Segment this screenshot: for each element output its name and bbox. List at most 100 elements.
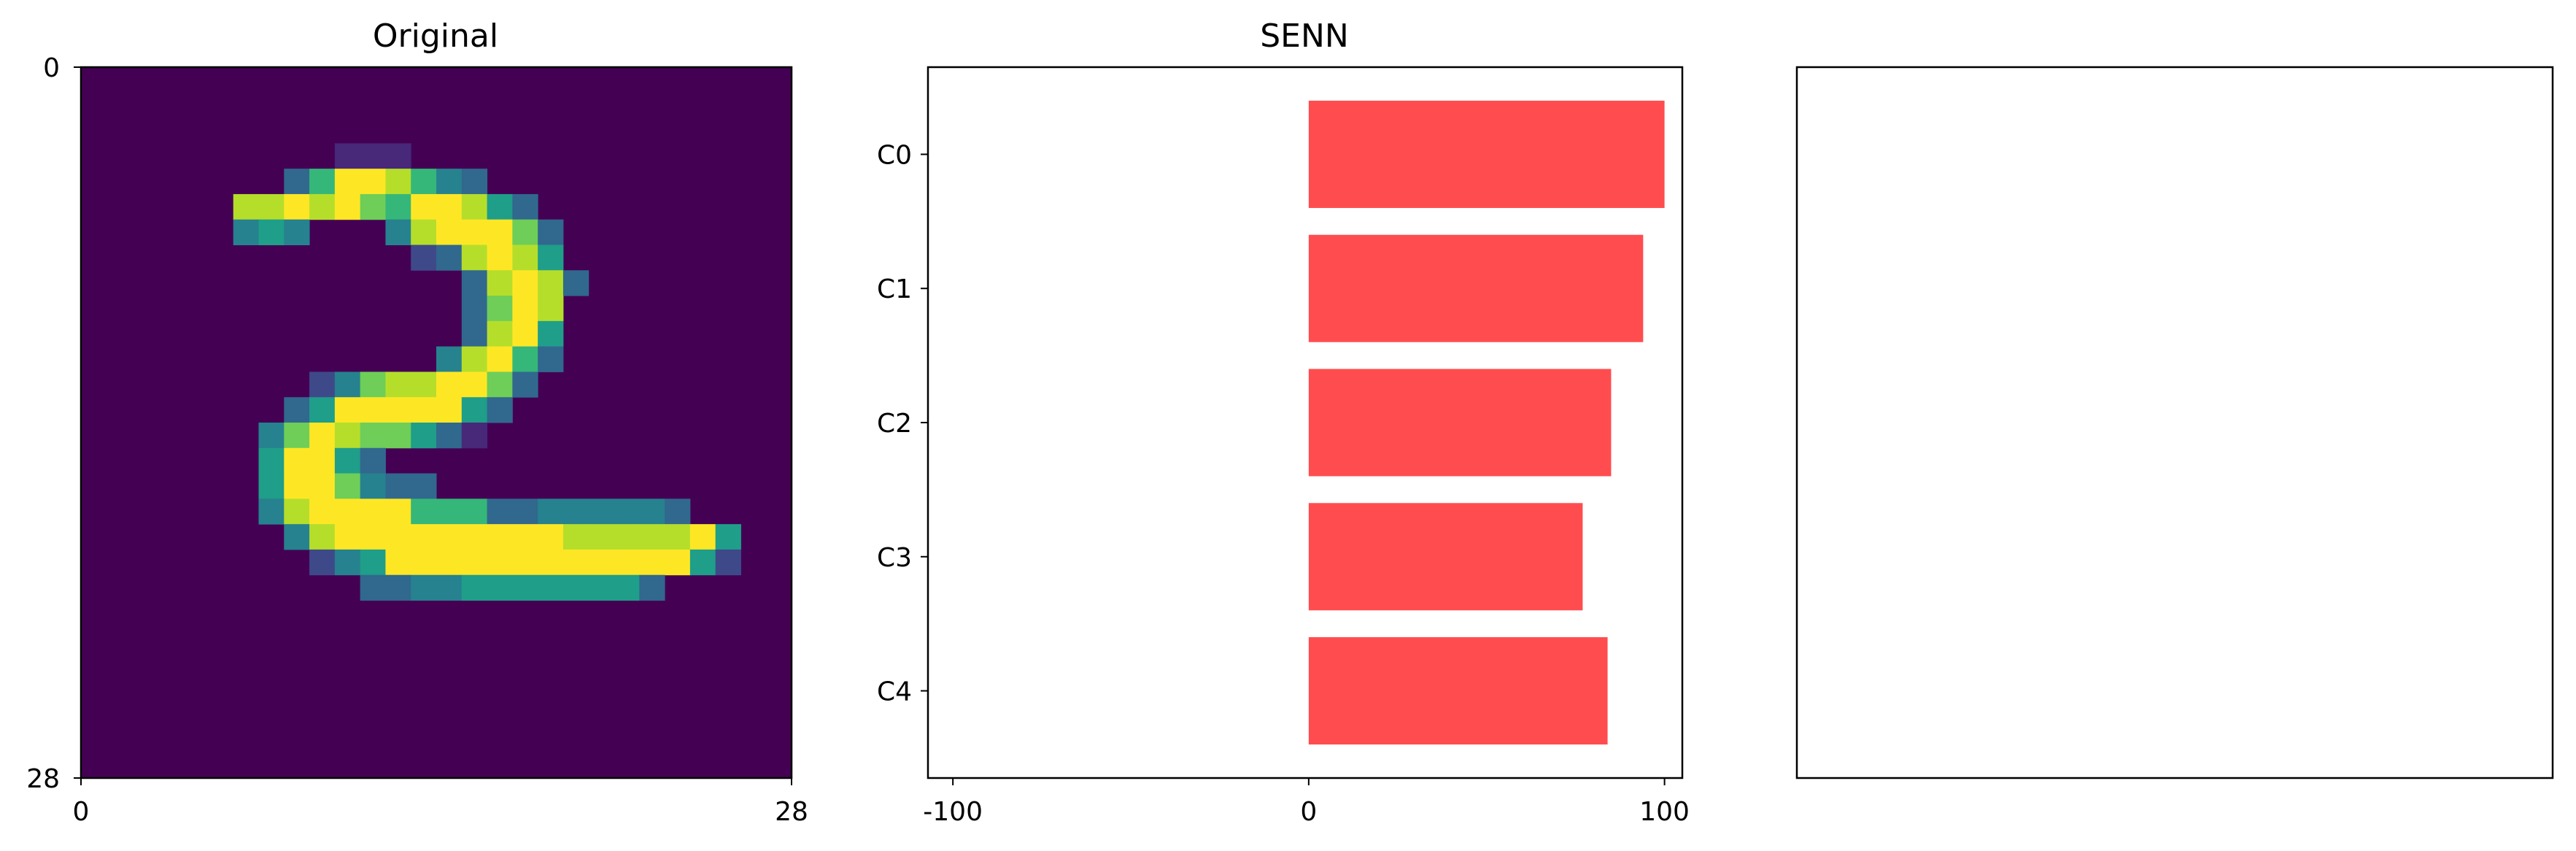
heatmap-cell [360, 371, 386, 398]
heatmap-cell [360, 473, 386, 499]
heatmap-cell [385, 549, 665, 576]
heatmap-cell [436, 169, 463, 195]
heatmap-cell [665, 498, 691, 525]
empty-frame [1795, 66, 2554, 779]
heatmap-cell [309, 498, 411, 525]
heatmap-cell [309, 193, 336, 220]
heatmap-cell [461, 346, 488, 372]
heatmap-cell [385, 169, 411, 195]
heatmap-cell [284, 219, 310, 245]
heatmap-cell [258, 219, 285, 245]
heatmap-cell [309, 397, 336, 423]
heatmap-cell [411, 193, 437, 220]
original-ytick-label-0: 0 [43, 53, 60, 83]
heatmap-cell [309, 371, 336, 398]
heatmap-cell [258, 447, 285, 474]
heatmap-cell [284, 447, 336, 474]
original-xtick-label-28: 28 [775, 797, 808, 827]
senn-panel: SENN C0 C1 C2 C3 C4 -100 0 100 [877, 18, 1690, 827]
heatmap-cell [562, 524, 589, 550]
heatmap-cell [436, 244, 463, 271]
heatmap-cell [309, 524, 336, 550]
heatmap-cell [487, 498, 513, 525]
heatmap-cell [639, 574, 665, 601]
heatmap-cell [512, 346, 538, 372]
heatmap-cell [639, 524, 665, 550]
heatmap-cell [436, 423, 463, 449]
heatmap-cell [284, 423, 310, 449]
heatmap-cell [284, 498, 310, 525]
heatmap-cell [334, 193, 361, 220]
heatmap-cell [487, 270, 513, 296]
heatmap-cell [258, 498, 285, 525]
heatmap-cell [436, 193, 463, 220]
heatmap-cell [436, 397, 463, 423]
senn-bar-c0 [1308, 100, 1665, 208]
heatmap-cell [284, 169, 310, 195]
heatmap-cell [512, 270, 538, 296]
heatmap-cell [385, 219, 411, 245]
senn-xtick-label: 0 [1300, 797, 1317, 827]
heatmap-cell [512, 371, 538, 398]
heatmap-cell [689, 524, 716, 550]
heatmap-cell [461, 320, 488, 347]
empty-panel [1795, 66, 2554, 779]
senn-ytick-label: C0 [877, 140, 912, 170]
heatmap-cell [665, 549, 691, 576]
original-xtick-label-0: 0 [73, 797, 90, 827]
heatmap-cell [309, 549, 336, 576]
heatmap-cell [334, 397, 437, 423]
heatmap-cell [487, 346, 513, 372]
heatmap-cell [715, 549, 741, 576]
heatmap-cell [461, 423, 488, 449]
original-title: Original [373, 18, 498, 55]
heatmap-cell [360, 193, 386, 220]
heatmap-cell [360, 423, 411, 449]
heatmap-cell [284, 193, 310, 220]
heatmap-cell [334, 169, 386, 195]
senn-ytick-label: C2 [877, 409, 912, 439]
original-ytick-label-28: 28 [26, 764, 60, 794]
senn-ytick-label: C1 [877, 274, 912, 304]
heatmap-cell [258, 473, 285, 499]
senn-xtick-label: 100 [1639, 797, 1690, 827]
heatmap-cell [334, 143, 411, 169]
heatmap-cell [512, 193, 538, 220]
heatmap-cell [385, 574, 411, 601]
heatmap-cell [411, 473, 437, 499]
heatmap-cell [233, 219, 259, 245]
heatmap-cell [512, 498, 538, 525]
heatmap-cell [512, 320, 538, 347]
heatmap-cell [436, 219, 513, 245]
heatmap-cell [411, 371, 437, 398]
heatmap-cell [436, 371, 463, 398]
heatmap-cell [411, 574, 463, 601]
heatmap-cell [334, 371, 361, 398]
heatmap-cell [614, 574, 640, 601]
heatmap-cell [689, 549, 716, 576]
senn-bar-c4 [1308, 637, 1608, 745]
heatmap-cells [81, 67, 792, 778]
senn-bars [1308, 100, 1665, 745]
heatmap-cell [588, 524, 640, 550]
heatmap-cell [461, 574, 614, 601]
heatmap-cell [284, 473, 336, 499]
heatmap-cell [487, 193, 513, 220]
heatmap-cell [309, 169, 336, 195]
heatmap-cell [385, 193, 411, 220]
senn-ticks: C0 C1 C2 C3 C4 -100 0 100 [877, 140, 1690, 827]
heatmap-cell [334, 473, 361, 499]
original-frame [80, 66, 793, 779]
heatmap-cell [487, 397, 513, 423]
heatmap-cell [233, 193, 259, 220]
senn-xtick-label: -100 [923, 797, 983, 827]
heatmap-cell [562, 270, 589, 296]
heatmap-cell [360, 447, 386, 474]
senn-title: SENN [1260, 18, 1349, 55]
heatmap-cell [538, 296, 564, 322]
heatmap-cell [538, 346, 564, 372]
heatmap-cell [512, 244, 538, 271]
heatmap-cell [334, 549, 361, 576]
heatmap-cell [461, 169, 488, 195]
heatmap-cell [334, 447, 361, 474]
